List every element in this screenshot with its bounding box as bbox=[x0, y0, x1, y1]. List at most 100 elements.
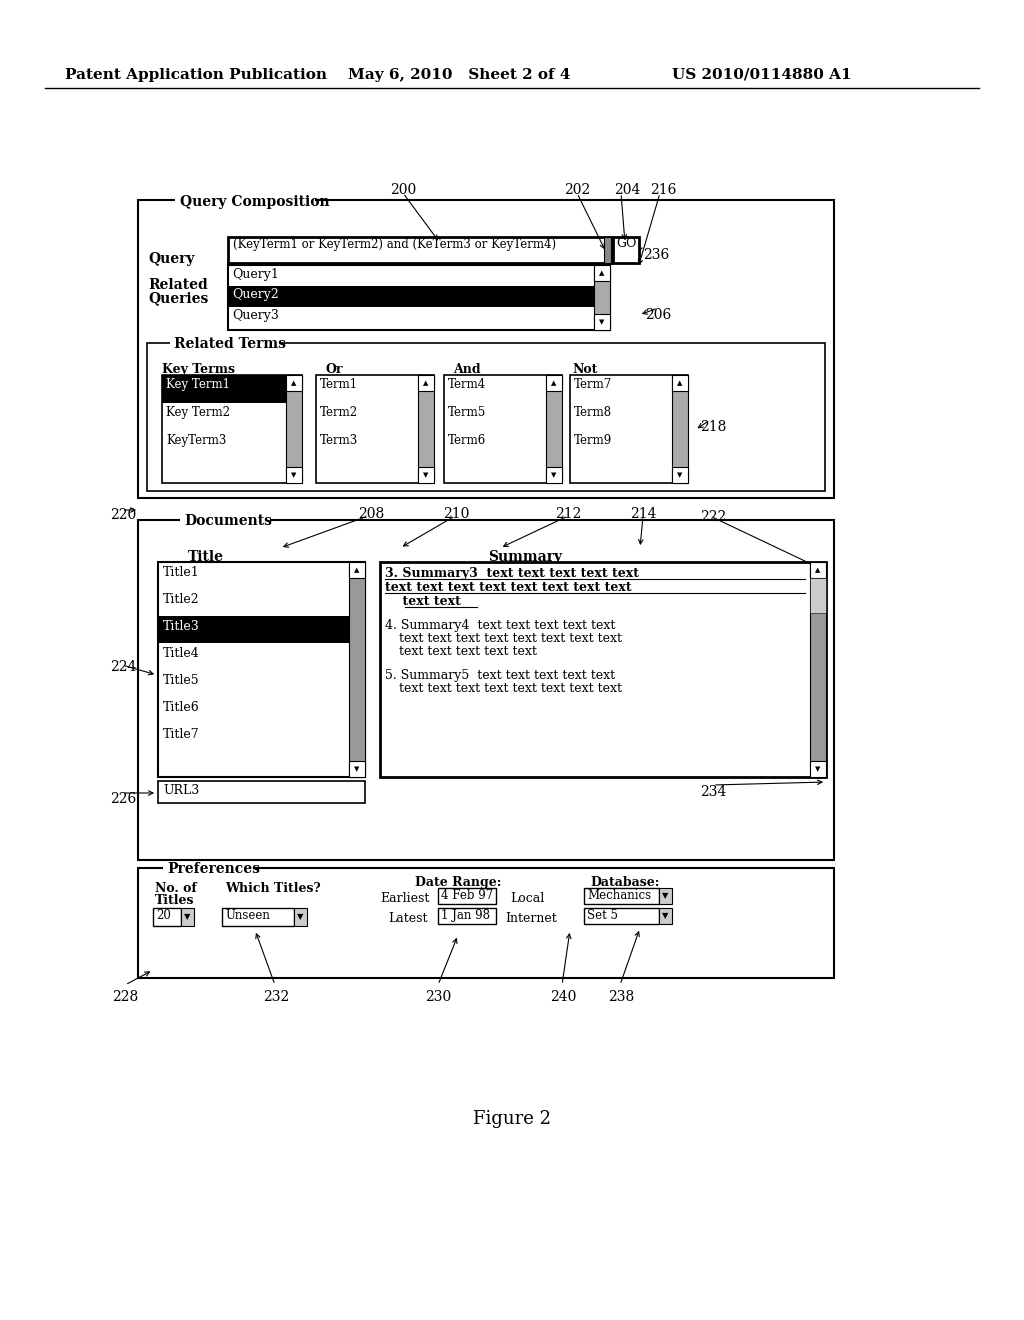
Text: Term6: Term6 bbox=[449, 434, 486, 447]
Bar bbox=[810, 562, 826, 777]
Text: Title3: Title3 bbox=[163, 620, 200, 634]
Text: 1 Jan 98: 1 Jan 98 bbox=[441, 909, 490, 921]
Bar bbox=[170, 339, 280, 348]
Bar bbox=[594, 314, 610, 330]
Bar bbox=[316, 375, 434, 483]
Bar bbox=[613, 238, 639, 263]
Bar bbox=[286, 375, 302, 391]
Text: ▼: ▼ bbox=[662, 912, 669, 920]
Text: No. of: No. of bbox=[155, 882, 197, 895]
Bar bbox=[418, 375, 434, 391]
Bar bbox=[349, 562, 365, 777]
Text: text text text text text text text text: text text text text text text text text bbox=[385, 581, 632, 594]
Text: Related: Related bbox=[148, 279, 208, 292]
Bar bbox=[228, 238, 611, 263]
Bar bbox=[594, 265, 610, 281]
Text: Local: Local bbox=[510, 892, 544, 906]
Text: 232: 232 bbox=[263, 990, 289, 1005]
Text: 228: 228 bbox=[112, 990, 138, 1005]
Bar bbox=[147, 343, 825, 491]
Bar bbox=[570, 375, 688, 483]
Text: Preferences: Preferences bbox=[167, 862, 260, 876]
Bar bbox=[546, 467, 562, 483]
Text: May 6, 2010   Sheet 2 of 4: May 6, 2010 Sheet 2 of 4 bbox=[348, 69, 570, 82]
Text: Set 5: Set 5 bbox=[587, 909, 618, 921]
Text: ▲: ▲ bbox=[423, 380, 429, 385]
Text: Title7: Title7 bbox=[163, 729, 200, 741]
Text: 216: 216 bbox=[650, 183, 677, 197]
Bar bbox=[158, 616, 349, 643]
Text: Summary: Summary bbox=[488, 550, 562, 564]
Bar bbox=[181, 908, 194, 927]
Text: Term9: Term9 bbox=[574, 434, 612, 447]
Text: 212: 212 bbox=[555, 507, 582, 521]
Bar bbox=[138, 201, 834, 498]
Text: ▲: ▲ bbox=[599, 271, 605, 276]
Text: Titles: Titles bbox=[155, 894, 195, 907]
Bar bbox=[153, 908, 181, 927]
Bar bbox=[294, 908, 307, 927]
Text: Term7: Term7 bbox=[574, 378, 612, 391]
Text: Term8: Term8 bbox=[574, 407, 612, 418]
Bar bbox=[286, 467, 302, 483]
Text: Query: Query bbox=[148, 252, 195, 267]
Text: ▼: ▼ bbox=[291, 473, 297, 478]
Text: Term4: Term4 bbox=[449, 378, 486, 391]
Text: Title4: Title4 bbox=[163, 647, 200, 660]
Text: text text: text text bbox=[385, 595, 461, 609]
Text: ▼: ▼ bbox=[551, 473, 557, 478]
Text: 230: 230 bbox=[425, 990, 452, 1005]
Bar bbox=[659, 908, 672, 924]
Text: 220: 220 bbox=[110, 508, 136, 521]
Text: Database:: Database: bbox=[590, 876, 659, 888]
Text: 200: 200 bbox=[390, 183, 416, 197]
Bar bbox=[584, 908, 659, 924]
Text: US 2010/0114880 A1: US 2010/0114880 A1 bbox=[672, 69, 852, 82]
Text: Documents: Documents bbox=[184, 513, 272, 528]
Text: Title2: Title2 bbox=[163, 593, 200, 606]
Text: Query Composition: Query Composition bbox=[180, 195, 330, 209]
Bar bbox=[158, 781, 365, 803]
Bar bbox=[546, 375, 562, 483]
Text: text text text text text: text text text text text bbox=[399, 645, 537, 657]
Text: Key Term1: Key Term1 bbox=[166, 378, 230, 391]
Bar bbox=[228, 265, 610, 330]
Text: ▲: ▲ bbox=[354, 568, 359, 573]
Text: 20: 20 bbox=[156, 909, 171, 921]
Bar bbox=[138, 869, 834, 978]
Bar bbox=[380, 562, 826, 777]
Bar bbox=[672, 375, 688, 483]
Bar bbox=[444, 375, 562, 483]
Text: 206: 206 bbox=[645, 308, 672, 322]
Text: Term1: Term1 bbox=[319, 378, 358, 391]
Text: ▲: ▲ bbox=[815, 568, 820, 573]
Text: 236: 236 bbox=[643, 248, 670, 261]
Text: Patent Application Publication: Patent Application Publication bbox=[65, 69, 327, 82]
Bar bbox=[418, 375, 434, 483]
Text: text text text text text text text text: text text text text text text text text bbox=[399, 632, 622, 645]
Bar bbox=[672, 467, 688, 483]
Text: ▼: ▼ bbox=[183, 912, 190, 921]
Text: 5. Summary5  text text text text text: 5. Summary5 text text text text text bbox=[385, 669, 615, 682]
Text: Title5: Title5 bbox=[163, 675, 200, 686]
Text: ▼: ▼ bbox=[423, 473, 429, 478]
Text: Related Terms: Related Terms bbox=[174, 337, 286, 351]
Text: 214: 214 bbox=[630, 507, 656, 521]
Bar bbox=[180, 516, 270, 525]
Bar bbox=[438, 908, 496, 924]
Bar bbox=[604, 238, 611, 263]
Text: ▼: ▼ bbox=[354, 766, 359, 772]
Text: 238: 238 bbox=[608, 990, 634, 1005]
Text: Title1: Title1 bbox=[163, 566, 200, 579]
Text: Query3: Query3 bbox=[232, 309, 279, 322]
Text: ▲: ▲ bbox=[677, 380, 683, 385]
Text: GO: GO bbox=[615, 238, 636, 249]
Bar bbox=[810, 578, 826, 612]
Bar bbox=[659, 888, 672, 904]
Text: Not: Not bbox=[572, 363, 597, 376]
Text: 202: 202 bbox=[564, 183, 590, 197]
Bar bbox=[810, 562, 826, 578]
Text: Term5: Term5 bbox=[449, 407, 486, 418]
Bar bbox=[349, 562, 365, 578]
Text: Date Range:: Date Range: bbox=[415, 876, 502, 888]
